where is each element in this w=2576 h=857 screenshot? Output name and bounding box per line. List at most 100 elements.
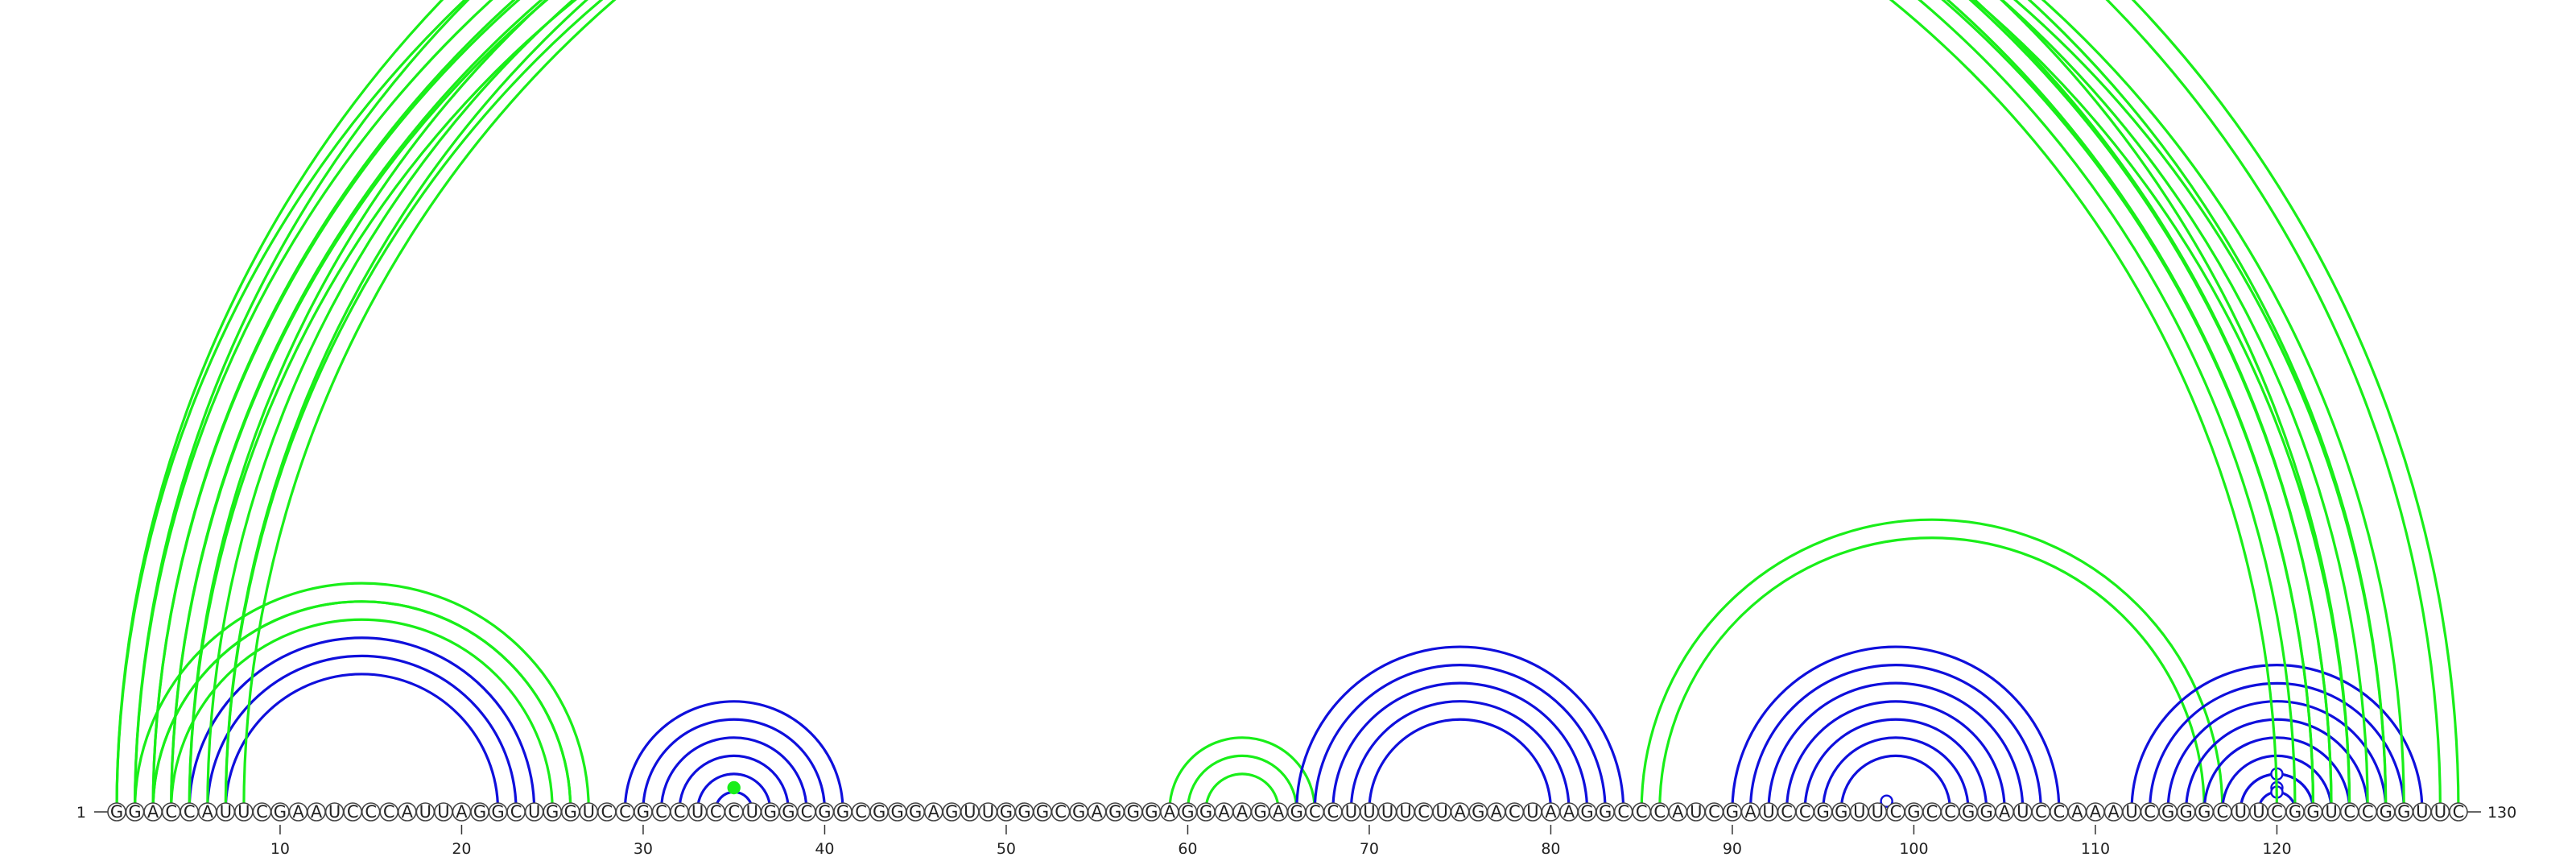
axis-tick-label-10: 10 bbox=[270, 840, 290, 857]
nucleotide-47: G bbox=[942, 802, 962, 822]
nucleotide-117: C bbox=[2213, 802, 2232, 822]
nucleotide-letter: G bbox=[564, 802, 577, 822]
nucleotide-letter: A bbox=[292, 802, 304, 822]
nucleotide-letter: G bbox=[2306, 802, 2319, 822]
nucleotide-letter: A bbox=[1164, 802, 1176, 822]
base-pair-arc-31-39 bbox=[659, 736, 808, 811]
base-pair-arc-30-40 bbox=[642, 718, 827, 811]
base-pair-arc-68-82 bbox=[1331, 681, 1589, 811]
nucleotide-letter: U bbox=[583, 802, 595, 822]
nucleotide-letter: C bbox=[2054, 802, 2066, 822]
nucleotide-41: G bbox=[833, 802, 852, 822]
nucleotide-letter: U bbox=[2416, 802, 2428, 822]
nucleotide-letter: U bbox=[1435, 802, 1447, 822]
nucleotide-107: C bbox=[2031, 802, 2051, 822]
nucleotide-letter: G bbox=[128, 802, 141, 822]
base-pair-arc-66-84 bbox=[1295, 645, 1625, 811]
nucleotide-84: C bbox=[1613, 802, 1633, 822]
nucleotide-letter: G bbox=[1835, 802, 1847, 822]
nucleotide-66: G bbox=[1286, 802, 1307, 822]
nucleotide-39: C bbox=[797, 802, 816, 822]
nucleotide-3: A bbox=[143, 802, 163, 822]
nucleotide-letter: C bbox=[383, 802, 395, 822]
base-pair-arc-1-130 bbox=[115, 0, 2460, 811]
nucleotide-letter: U bbox=[982, 802, 994, 822]
nucleotide-9: C bbox=[252, 802, 272, 822]
nucleotide-letter: G bbox=[491, 802, 504, 822]
nucleotide-106: U bbox=[2013, 802, 2033, 822]
nucleotide-5: C bbox=[180, 802, 199, 822]
base-pair-arc-32-38 bbox=[678, 754, 790, 811]
nucleotide-96: G bbox=[1831, 802, 1852, 822]
base-pair-arc-2-27 bbox=[133, 582, 590, 811]
nucleotide-80: A bbox=[1541, 802, 1561, 822]
nucleotide-letter: G bbox=[945, 802, 958, 822]
nucleotide-44: G bbox=[887, 802, 907, 822]
nucleotide-42: C bbox=[851, 802, 871, 822]
nucleotide-100: G bbox=[1904, 802, 1924, 822]
nucleotide-letter: U bbox=[2252, 802, 2264, 822]
base-pair-arc-3-26 bbox=[151, 600, 572, 811]
nucleotide-13: U bbox=[324, 802, 345, 822]
nucleotide-29: C bbox=[615, 802, 635, 822]
axis-tick-label-100: 100 bbox=[1899, 840, 1928, 857]
nucleotide-114: G bbox=[2158, 802, 2178, 822]
nucleotide-98: U bbox=[1868, 802, 1888, 822]
nucleotide-letter: G bbox=[2161, 802, 2174, 822]
axis-tick-label-50: 50 bbox=[997, 840, 1016, 857]
nucleotide-letter: C bbox=[2271, 802, 2283, 822]
nucleotide-letter: U bbox=[2017, 802, 2029, 822]
nucleotide-83: G bbox=[1596, 802, 1615, 822]
nucleotide-19: U bbox=[434, 802, 453, 822]
nucleotide-46: A bbox=[923, 802, 943, 822]
nucleotide-37: G bbox=[760, 802, 780, 822]
nucleotide-letter: A bbox=[1273, 802, 1285, 822]
nucleotide-letter: U bbox=[1526, 802, 1538, 822]
nucleotide-30: G bbox=[634, 802, 653, 822]
nucleotide-40: G bbox=[815, 802, 835, 822]
nucleotide-letter: G bbox=[1018, 802, 1030, 822]
nucleotide-letter: A bbox=[2090, 802, 2102, 822]
axis-tick-label-40: 40 bbox=[815, 840, 834, 857]
nucleotide-48: U bbox=[960, 802, 980, 822]
nucleotide-letter: C bbox=[1890, 802, 1902, 822]
nucleotide-letter: C bbox=[184, 802, 196, 822]
nucleotide-letter: C bbox=[1327, 802, 1340, 822]
nucleotide-letter: C bbox=[2035, 802, 2047, 822]
nucleotide-20: A bbox=[452, 802, 472, 822]
nucleotide-92: U bbox=[1759, 802, 1778, 822]
axis-tick-label-80: 80 bbox=[1541, 840, 1560, 857]
nucleotide-letter: G bbox=[909, 802, 922, 822]
nucleotide-letter: U bbox=[437, 802, 449, 822]
base-pair-arc-86-116 bbox=[1658, 536, 2206, 811]
sequence-end-label: 130 bbox=[2487, 804, 2516, 822]
base-pair-arc-60-66 bbox=[1186, 754, 1298, 811]
nucleotide-letter: U bbox=[1690, 802, 1702, 822]
base-pair-arc-3-123 bbox=[151, 0, 2333, 811]
nucleotide-99: C bbox=[1886, 802, 1905, 822]
nucleotide-letter: U bbox=[1853, 802, 1865, 822]
nucleotide-77: A bbox=[1487, 802, 1506, 822]
nucleotide-letter: C bbox=[855, 802, 867, 822]
nucleotide-letter: G bbox=[1072, 802, 1085, 822]
nucleotide-letter: U bbox=[2125, 802, 2137, 822]
base-pair-arc-33-37 bbox=[696, 772, 772, 811]
nucleotide-6: A bbox=[197, 802, 217, 822]
nucleotide-93: C bbox=[1777, 802, 1797, 822]
nucleotide-letter: U bbox=[964, 802, 976, 822]
nucleotide-letter: G bbox=[1580, 802, 1593, 822]
nucleotide-62: A bbox=[1214, 802, 1234, 822]
base-pair-arc-114-126 bbox=[2166, 700, 2388, 811]
sequence-start-label: 1 bbox=[76, 804, 86, 822]
nucleotide-letter: A bbox=[1545, 802, 1557, 822]
nucleotide-64: G bbox=[1250, 802, 1270, 822]
nucleotide-35: C bbox=[724, 802, 744, 822]
nucleotide-letter: G bbox=[818, 802, 831, 822]
nucleotide-50: G bbox=[997, 802, 1016, 822]
nucleotide-letter: C bbox=[1509, 802, 1521, 822]
nucleotide-112: U bbox=[2122, 802, 2141, 822]
nucleotide-24: U bbox=[524, 802, 544, 822]
nucleotide-letter: G bbox=[1907, 802, 1920, 822]
nucleotide-121: G bbox=[2285, 802, 2305, 822]
